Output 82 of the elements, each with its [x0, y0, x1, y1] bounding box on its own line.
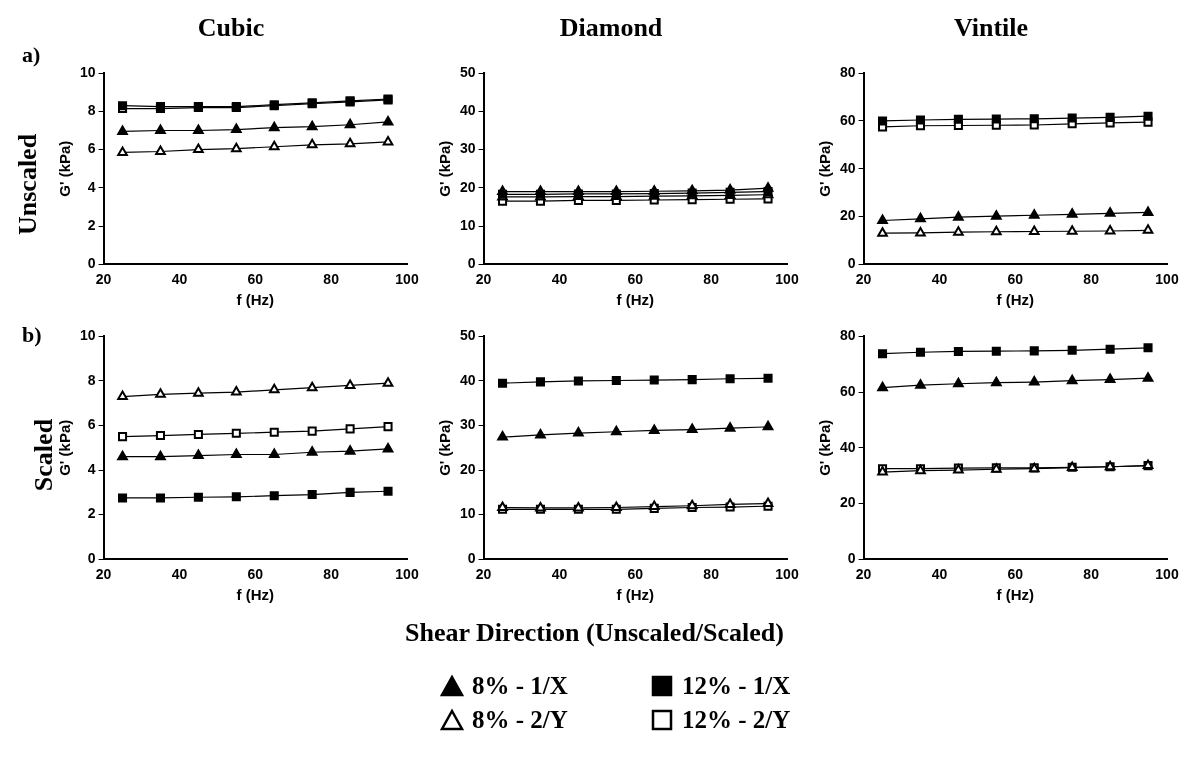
y-tick-label: 30 — [459, 416, 476, 433]
x-tick-label: 60 — [627, 566, 644, 583]
y-tick-label: 30 — [459, 140, 476, 157]
x-tick-label: 40 — [171, 271, 188, 288]
y-tick-label: 40 — [459, 371, 476, 388]
x-tick-label: 80 — [703, 271, 720, 288]
x-tick-label: 40 — [171, 566, 188, 583]
x-tick-label: 80 — [703, 566, 720, 583]
y-tick-label: 80 — [839, 64, 856, 81]
x-axis-title: f (Hz) — [236, 291, 275, 309]
chart-title: Vintile — [953, 13, 1029, 43]
y-tick-label: 4 — [87, 178, 96, 195]
y-tick-label: 50 — [459, 64, 476, 81]
y-axis-title: G' (kPa) — [816, 419, 834, 476]
x-axis-title: f (Hz) — [996, 291, 1035, 309]
x-axis-title: f (Hz) — [996, 586, 1035, 604]
x-tick-label: 60 — [627, 271, 644, 288]
y-tick-label: 0 — [847, 550, 856, 567]
text: a) — [22, 42, 41, 68]
legend-label: 8% - 1/X — [472, 672, 568, 700]
x-axis-title: f (Hz) — [616, 586, 655, 604]
x-tick-label: 60 — [1007, 566, 1024, 583]
y-tick-label: 60 — [839, 111, 856, 128]
y-axis-title: G' (kPa) — [56, 140, 74, 197]
y-tick-label: 8 — [87, 371, 96, 388]
text: b) — [22, 322, 42, 348]
x-axis-title: f (Hz) — [236, 586, 275, 604]
text: Scaled — [29, 417, 59, 494]
y-tick-label: 0 — [87, 550, 96, 567]
text: Unscaled — [13, 133, 43, 235]
y-tick-label: 6 — [87, 140, 96, 157]
legend-label: 8% - 2/Y — [472, 706, 568, 734]
x-tick-label: 100 — [1155, 271, 1179, 288]
x-tick-label: 80 — [1083, 566, 1100, 583]
y-tick-label: 0 — [467, 550, 476, 567]
y-tick-label: 8 — [87, 102, 96, 119]
x-axis-title: f (Hz) — [616, 291, 655, 309]
x-tick-label: 40 — [931, 566, 948, 583]
y-axis-title: G' (kPa) — [436, 419, 454, 476]
x-tick-label: 100 — [775, 566, 799, 583]
y-tick-label: 10 — [459, 216, 476, 233]
y-tick-label: 20 — [459, 178, 476, 195]
legend-label: 12% - 2/Y — [682, 706, 791, 734]
chart-title: Diamond — [559, 13, 663, 43]
y-tick-label: 10 — [459, 505, 476, 522]
y-tick-label: 80 — [839, 327, 856, 344]
y-tick-label: 2 — [87, 505, 96, 522]
x-tick-label: 40 — [551, 271, 568, 288]
y-tick-label: 40 — [839, 159, 856, 176]
y-tick-label: 2 — [87, 216, 96, 233]
legend-label: 12% - 1/X — [682, 672, 791, 700]
y-tick-label: 4 — [87, 460, 96, 477]
y-tick-label: 0 — [87, 255, 96, 272]
x-tick-label: 100 — [1155, 566, 1179, 583]
y-axis-title: G' (kPa) — [436, 140, 454, 197]
x-tick-label: 100 — [395, 566, 419, 583]
x-tick-label: 80 — [323, 271, 340, 288]
x-tick-label: 100 — [775, 271, 799, 288]
y-axis-title: G' (kPa) — [56, 419, 74, 476]
y-tick-label: 20 — [459, 460, 476, 477]
x-tick-label: 40 — [931, 271, 948, 288]
y-tick-label: 60 — [839, 382, 856, 399]
y-tick-label: 50 — [459, 327, 476, 344]
y-tick-label: 20 — [839, 494, 856, 511]
y-tick-label: 40 — [839, 438, 856, 455]
y-tick-label: 0 — [467, 255, 476, 272]
y-tick-label: 0 — [847, 255, 856, 272]
y-tick-label: 6 — [87, 416, 96, 433]
text: Shear Direction (Unscaled/Scaled) — [404, 618, 785, 648]
y-tick-label: 20 — [839, 207, 856, 224]
x-tick-label: 40 — [551, 566, 568, 583]
chart-title: Cubic — [197, 13, 265, 43]
x-tick-label: 100 — [395, 271, 419, 288]
x-tick-label: 60 — [1007, 271, 1024, 288]
y-tick-label: 10 — [79, 64, 96, 81]
x-tick-label: 80 — [323, 566, 340, 583]
y-axis-title: G' (kPa) — [816, 140, 834, 197]
y-tick-label: 10 — [79, 327, 96, 344]
x-tick-label: 60 — [247, 271, 264, 288]
x-tick-label: 60 — [247, 566, 264, 583]
y-tick-label: 40 — [459, 102, 476, 119]
x-tick-label: 80 — [1083, 271, 1100, 288]
